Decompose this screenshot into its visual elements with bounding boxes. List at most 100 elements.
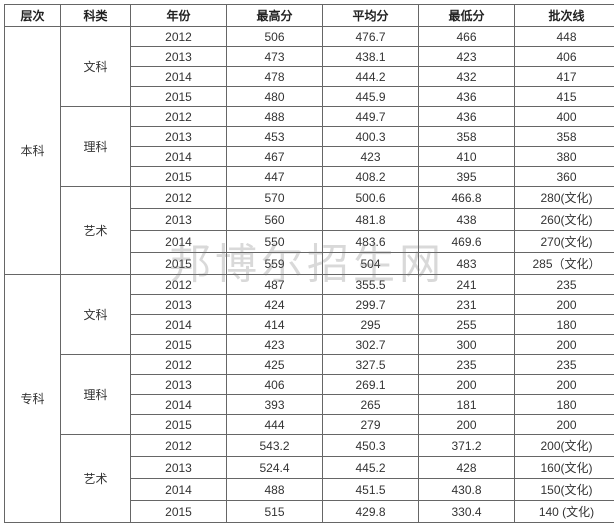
cell-year: 2014: [131, 315, 227, 335]
cell-cutoff: 448: [515, 27, 614, 47]
cell-year: 2015: [131, 501, 227, 523]
cell-max: 467: [227, 147, 323, 167]
cell-cutoff: 200: [515, 335, 614, 355]
cell-avg: 302.7: [323, 335, 419, 355]
cell-max: 406: [227, 375, 323, 395]
cell-avg: 429.8: [323, 501, 419, 523]
cell-avg: 327.5: [323, 355, 419, 375]
cell-max: 515: [227, 501, 323, 523]
cell-year: 2015: [131, 167, 227, 187]
cell-min: 235: [419, 355, 515, 375]
cell-max: 480: [227, 87, 323, 107]
cell-cutoff: 285（文化）: [515, 253, 614, 275]
cell-year: 2012: [131, 27, 227, 47]
score-table: 层次 科类 年份 最高分 平均分 最低分 批次线 本科文科2012506476.…: [4, 4, 614, 523]
cell-max: 559: [227, 253, 323, 275]
cell-cutoff: 380: [515, 147, 614, 167]
cell-max: 488: [227, 479, 323, 501]
cell-min: 358: [419, 127, 515, 147]
cell-max: 570: [227, 187, 323, 209]
cell-cutoff: 260(文化): [515, 209, 614, 231]
cell-avg: 444.2: [323, 67, 419, 87]
cell-year: 2012: [131, 107, 227, 127]
cell-max: 524.4: [227, 457, 323, 479]
cell-year: 2015: [131, 87, 227, 107]
cell-avg: 295: [323, 315, 419, 335]
cell-avg: 355.5: [323, 275, 419, 295]
category-cell: 艺术: [61, 435, 131, 523]
cell-min: 483: [419, 253, 515, 275]
table-row: 艺术2012543.2450.3371.2200(文化): [5, 435, 614, 457]
cell-year: 2014: [131, 67, 227, 87]
cell-cutoff: 358: [515, 127, 614, 147]
cell-year: 2014: [131, 231, 227, 253]
cell-max: 478: [227, 67, 323, 87]
cell-cutoff: 415: [515, 87, 614, 107]
cell-min: 438: [419, 209, 515, 231]
cell-min: 436: [419, 107, 515, 127]
category-cell: 文科: [61, 27, 131, 107]
table-row: 理科2012425327.5235235: [5, 355, 614, 375]
cell-max: 393: [227, 395, 323, 415]
level-cell: 专科: [5, 275, 61, 523]
cell-max: 543.2: [227, 435, 323, 457]
cell-year: 2015: [131, 415, 227, 435]
cell-year: 2012: [131, 355, 227, 375]
cell-year: 2014: [131, 479, 227, 501]
cell-cutoff: 150(文化): [515, 479, 614, 501]
cell-min: 466: [419, 27, 515, 47]
cell-avg: 265: [323, 395, 419, 415]
cell-avg: 451.5: [323, 479, 419, 501]
cell-min: 330.4: [419, 501, 515, 523]
cell-cutoff: 417: [515, 67, 614, 87]
cell-min: 430.8: [419, 479, 515, 501]
cell-min: 432: [419, 67, 515, 87]
category-cell: 理科: [61, 107, 131, 187]
cell-min: 371.2: [419, 435, 515, 457]
cell-max: 453: [227, 127, 323, 147]
cell-max: 550: [227, 231, 323, 253]
cell-avg: 500.6: [323, 187, 419, 209]
cell-cutoff: 200: [515, 415, 614, 435]
cell-avg: 408.2: [323, 167, 419, 187]
cell-min: 241: [419, 275, 515, 295]
cell-max: 473: [227, 47, 323, 67]
cell-min: 436: [419, 87, 515, 107]
header-category: 科类: [61, 5, 131, 27]
cell-max: 414: [227, 315, 323, 335]
cell-min: 255: [419, 315, 515, 335]
cell-avg: 438.1: [323, 47, 419, 67]
cell-cutoff: 200(文化): [515, 435, 614, 457]
cell-cutoff: 235: [515, 275, 614, 295]
category-cell: 理科: [61, 355, 131, 435]
cell-max: 423: [227, 335, 323, 355]
cell-avg: 423: [323, 147, 419, 167]
cell-min: 466.8: [419, 187, 515, 209]
cell-min: 469.6: [419, 231, 515, 253]
cell-year: 2013: [131, 457, 227, 479]
cell-avg: 445.2: [323, 457, 419, 479]
cell-min: 428: [419, 457, 515, 479]
header-min: 最低分: [419, 5, 515, 27]
cell-avg: 476.7: [323, 27, 419, 47]
cell-avg: 449.7: [323, 107, 419, 127]
cell-cutoff: 200: [515, 375, 614, 395]
cell-avg: 279: [323, 415, 419, 435]
cell-max: 560: [227, 209, 323, 231]
cell-avg: 445.9: [323, 87, 419, 107]
category-cell: 文科: [61, 275, 131, 355]
cell-min: 300: [419, 335, 515, 355]
cell-min: 395: [419, 167, 515, 187]
cell-avg: 450.3: [323, 435, 419, 457]
cell-year: 2012: [131, 435, 227, 457]
header-level: 层次: [5, 5, 61, 27]
table-row: 专科文科2012487355.5241235: [5, 275, 614, 295]
cell-year: 2013: [131, 209, 227, 231]
cell-max: 444: [227, 415, 323, 435]
level-cell: 本科: [5, 27, 61, 275]
header-year: 年份: [131, 5, 227, 27]
cell-max: 487: [227, 275, 323, 295]
cell-min: 200: [419, 415, 515, 435]
header-avg: 平均分: [323, 5, 419, 27]
cell-min: 423: [419, 47, 515, 67]
